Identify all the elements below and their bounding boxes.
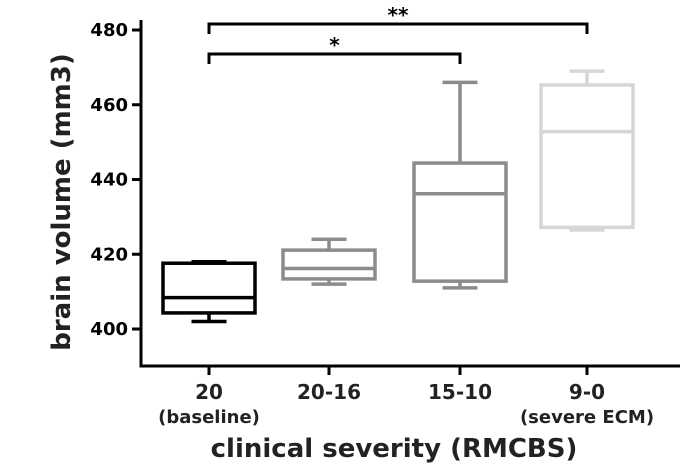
box-4: [539, 69, 635, 232]
y-axis-title: brain volume (mm3): [47, 53, 77, 351]
y-axis: 400 420 440 460 480: [90, 20, 143, 366]
x-tick-label: 15-10: [428, 380, 492, 404]
y-tick-label: 400: [90, 319, 128, 340]
y-tick-label: 480: [90, 20, 128, 41]
box-3: [412, 80, 508, 290]
y-tick-label: 420: [90, 244, 128, 265]
bracket-line: [207, 52, 462, 64]
x-axis: 20 (baseline) 20-16 15-10 9-0 (severe ECM): [139, 364, 680, 428]
iqr-box: [161, 261, 257, 315]
significance-bracket: *: [207, 33, 462, 64]
boxes-group: [161, 69, 635, 324]
significance-label: **: [388, 3, 409, 27]
bracket-line: [207, 22, 589, 34]
y-tick-label: 460: [90, 95, 128, 116]
box-2: [281, 237, 377, 286]
iqr-box: [281, 248, 377, 281]
significance-label: *: [329, 33, 340, 57]
y-tick-label: 440: [90, 170, 128, 191]
x-tick-label: 20-16: [297, 380, 361, 404]
box-1: [161, 259, 257, 324]
x-axis-title: clinical severity (RMCBS): [211, 434, 578, 464]
significance-brackets: ***: [207, 3, 589, 64]
x-tick-label: 9-0: [569, 380, 605, 404]
x-tick-label: 20: [195, 380, 223, 404]
iqr-box: [539, 83, 635, 230]
iqr-box: [412, 161, 508, 283]
x-tick-sublabel: (severe ECM): [520, 407, 654, 428]
significance-bracket: **: [207, 3, 589, 34]
x-tick-sublabel: (baseline): [158, 407, 260, 428]
